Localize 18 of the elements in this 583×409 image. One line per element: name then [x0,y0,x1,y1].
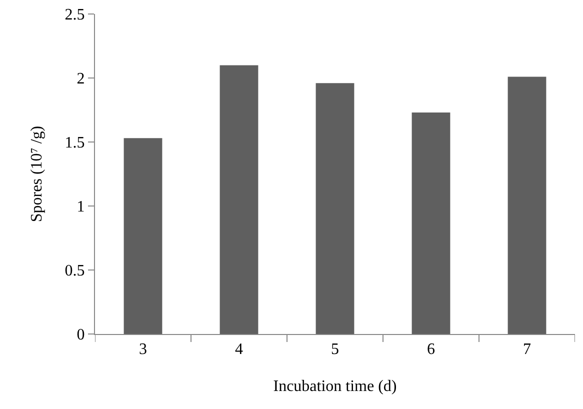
x-tick-label: 7 [523,341,531,358]
bar [124,138,162,334]
x-tick-label: 6 [427,341,435,358]
y-tick-label: 2 [76,70,85,88]
x-tick-label: 5 [331,341,339,358]
y-tick-label: 1 [76,198,85,216]
y-tick-label: 0 [76,326,85,344]
bar [508,76,546,334]
bar [220,65,258,334]
bar [316,83,354,334]
x-axis-title: Incubation time (d) [273,378,397,395]
y-tick-label: 2.5 [64,6,85,24]
y-tick-label: 1.5 [64,134,85,152]
y-tick-label: 0.5 [64,262,85,280]
x-tick-label: 3 [139,341,147,358]
bar [412,112,450,334]
y-axis-title: Spores (10⁷ /g) [28,126,46,222]
x-tick-label: 4 [235,341,243,358]
